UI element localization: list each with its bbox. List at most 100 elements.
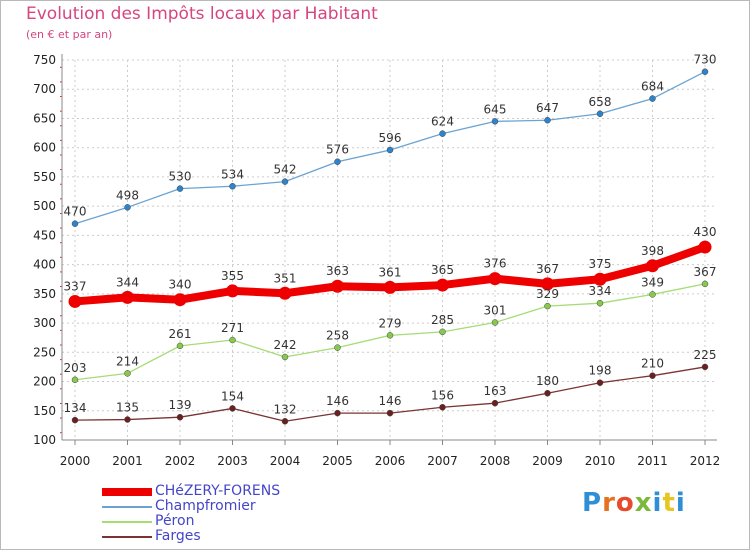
data-label-farges: 225 <box>694 348 717 362</box>
data-label-chezery-forens: 351 <box>274 271 297 285</box>
data-point-chezery-forens <box>488 272 502 286</box>
logo-letter: i <box>652 488 663 518</box>
chart-subtitle: (en € et par an) <box>26 28 113 41</box>
series-layer <box>68 68 712 425</box>
logo-letter: r <box>602 488 616 518</box>
legend-label-chezery-forens: CHéZERY-FORENS <box>155 483 281 499</box>
data-point-chezery-forens <box>436 278 449 292</box>
data-point-farges <box>544 389 551 397</box>
legend-item-farges: Farges <box>102 529 362 544</box>
data-point-peron <box>544 302 551 310</box>
data-point-peron <box>491 319 499 326</box>
data-point-farges <box>649 372 656 379</box>
data-point-peron <box>386 332 394 339</box>
data-label-chezery-forens: 355 <box>221 269 244 283</box>
proxiti-logo: Proxiti <box>582 488 686 518</box>
data-label-farges: 135 <box>116 401 139 415</box>
data-label-peron: 285 <box>431 313 454 327</box>
data-point-farges <box>701 363 709 371</box>
legend-item-champfromier: Champfromier <box>102 499 362 514</box>
y-tick-label: 200 <box>33 375 56 389</box>
data-label-chezery-forens: 367 <box>536 262 559 276</box>
legend-swatch-farges <box>102 536 152 538</box>
data-point-chezery-forens <box>593 272 607 286</box>
logo-letter: P <box>582 488 603 518</box>
data-point-peron <box>176 342 184 350</box>
data-label-chezery-forens: 376 <box>484 257 507 271</box>
legend-swatch-champfromier <box>102 506 152 508</box>
data-label-peron: 242 <box>274 338 297 352</box>
y-tick-label: 650 <box>33 111 56 125</box>
data-point-champfromier <box>334 158 341 165</box>
data-point-farges <box>386 409 394 417</box>
y-tick-label: 600 <box>33 141 56 155</box>
data-label-farges: 146 <box>379 394 402 408</box>
x-tick-label: 2008 <box>480 454 511 468</box>
data-label-chezery-forens: 430 <box>694 225 717 239</box>
logo-letter: o <box>615 488 635 518</box>
data-point-chezery-forens <box>68 294 82 308</box>
data-label-champfromier: 647 <box>536 101 559 115</box>
y-tick-label: 400 <box>33 258 56 272</box>
data-label-peron: 329 <box>536 287 559 301</box>
x-tick-label: 2001 <box>112 454 143 468</box>
legend-label-peron: Péron <box>155 513 195 529</box>
data-label-farges: 180 <box>536 374 559 388</box>
data-label-peron: 203 <box>64 361 87 375</box>
legend-item-peron: Péron <box>102 514 362 529</box>
data-label-champfromier: 470 <box>64 205 87 219</box>
data-point-peron <box>281 353 289 361</box>
y-tick-label: 100 <box>33 433 56 447</box>
data-label-chezery-forens: 375 <box>589 257 612 271</box>
data-point-farges <box>281 418 289 425</box>
data-label-champfromier: 658 <box>589 95 612 109</box>
data-label-farges: 139 <box>169 398 192 412</box>
data-point-peron <box>71 376 79 384</box>
data-label-chezery-forens: 340 <box>169 278 192 292</box>
data-label-farges: 154 <box>221 389 244 403</box>
y-tick-label: 700 <box>33 82 56 96</box>
data-point-peron <box>649 291 656 298</box>
data-label-champfromier: 542 <box>274 163 297 177</box>
data-point-champfromier <box>544 116 551 124</box>
data-point-chezery-forens <box>698 240 712 254</box>
x-tick-label: 2005 <box>322 454 353 468</box>
data-point-chezery-forens <box>646 259 659 273</box>
data-label-champfromier: 576 <box>326 143 349 157</box>
y-tick-label: 250 <box>33 345 56 359</box>
data-label-champfromier: 596 <box>379 131 402 145</box>
data-point-chezery-forens <box>278 286 292 300</box>
data-point-champfromier <box>229 183 236 190</box>
data-label-chezery-forens: 337 <box>64 279 87 293</box>
logo-letter: i <box>675 488 686 518</box>
data-point-champfromier <box>124 204 131 211</box>
y-tick-label: 450 <box>33 228 56 242</box>
data-label-peron: 214 <box>116 354 139 368</box>
data-label-champfromier: 530 <box>169 170 192 184</box>
data-point-chezery-forens <box>121 290 134 304</box>
x-tick-label: 2002 <box>165 454 196 468</box>
logo-letter: t <box>662 488 676 518</box>
y-tick-label: 550 <box>33 170 56 184</box>
data-label-farges: 198 <box>589 364 612 378</box>
data-point-chezery-forens <box>383 280 397 294</box>
data-label-chezery-forens: 398 <box>641 244 664 258</box>
data-label-peron: 261 <box>169 327 192 341</box>
data-label-champfromier: 684 <box>641 80 664 94</box>
data-point-champfromier <box>71 220 79 227</box>
data-label-peron: 334 <box>589 284 612 298</box>
data-point-peron <box>124 370 131 377</box>
data-label-peron: 301 <box>484 303 507 317</box>
legend-item-chezery-forens: CHéZERY-FORENS <box>102 484 362 499</box>
x-tick-label: 2003 <box>217 454 248 468</box>
data-point-farges <box>334 409 341 417</box>
data-label-champfromier: 624 <box>431 115 454 129</box>
data-point-champfromier <box>596 110 604 118</box>
data-label-farges: 163 <box>484 384 507 398</box>
data-point-chezery-forens <box>173 293 187 307</box>
data-label-champfromier: 645 <box>484 102 507 116</box>
data-point-peron <box>229 336 236 344</box>
data-label-chezery-forens: 361 <box>379 265 402 279</box>
data-point-champfromier <box>439 130 446 137</box>
